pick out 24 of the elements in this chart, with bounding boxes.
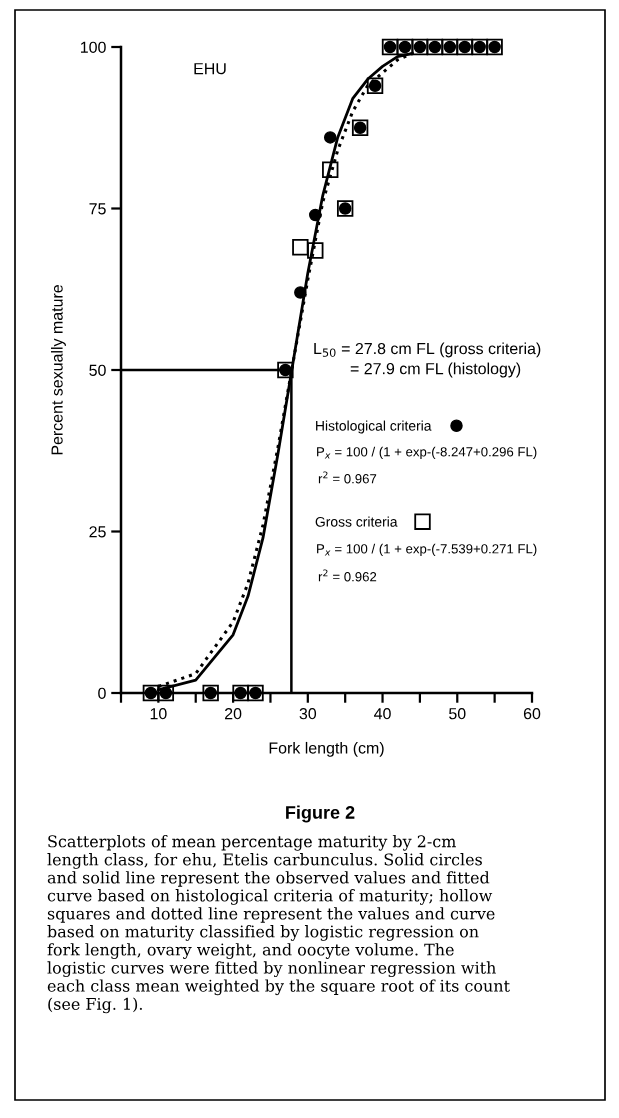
- y-tick-label: 100: [80, 41, 106, 53]
- x-tick-label: 50: [449, 708, 466, 720]
- x-tick-label: 40: [374, 708, 391, 720]
- y-tick-label: 50: [89, 364, 106, 376]
- y-tick-label: 25: [89, 526, 106, 538]
- annotation: EHU: [194, 63, 226, 75]
- annotation: P$_{x}$ = 100 / (1 + exp-(-7.539+0.271 FL): [317, 543, 537, 557]
- y-axis-title: Percent sexually mature: [50, 285, 66, 455]
- legend-label: Histological criteria: [316, 420, 432, 434]
- annotation: = 27.9 cm FL (histology): [350, 362, 521, 378]
- legend-label: Gross criteria: [315, 516, 398, 527]
- x-tick-label: 20: [225, 708, 242, 720]
- y-tick-label: 75: [89, 203, 106, 215]
- x-tick-label: 30: [299, 708, 317, 720]
- text: Figure 2: [286, 805, 355, 823]
- x-tick-label: 10: [150, 708, 167, 720]
- annotation: L$_{50}$ = 27.8 cm FL (gross criteria): [314, 342, 541, 358]
- annotation: P$_{x}$ = 100 / (1 + exp-(-8.247+0.296 FL): [317, 446, 537, 460]
- y-tick-label: 0: [98, 687, 106, 699]
- x-axis-title: Fork length (cm): [269, 741, 384, 757]
- x-tick-label: 60: [523, 708, 541, 720]
- annotation: r$^{2}$ = 0.962: [318, 569, 377, 582]
- annotation: r$^{2}$ = 0.967: [318, 471, 377, 484]
- text: Scatterplots of mean percentage maturity by 2-cm length class, for ehu, Etelis carbunculus. Solid circles and solid line represent the observed values and fitted curve based on histological criteria of maturity; hollow squares and dotted line represent the values and curve based on maturity classified by logistic regression on fork length, ovary weight, and oocyte volume. The logistic curves were fitted by nonlinear regression with each class mean weighted by the square root of its count (see Fig. 1).: [47, 835, 510, 1014]
